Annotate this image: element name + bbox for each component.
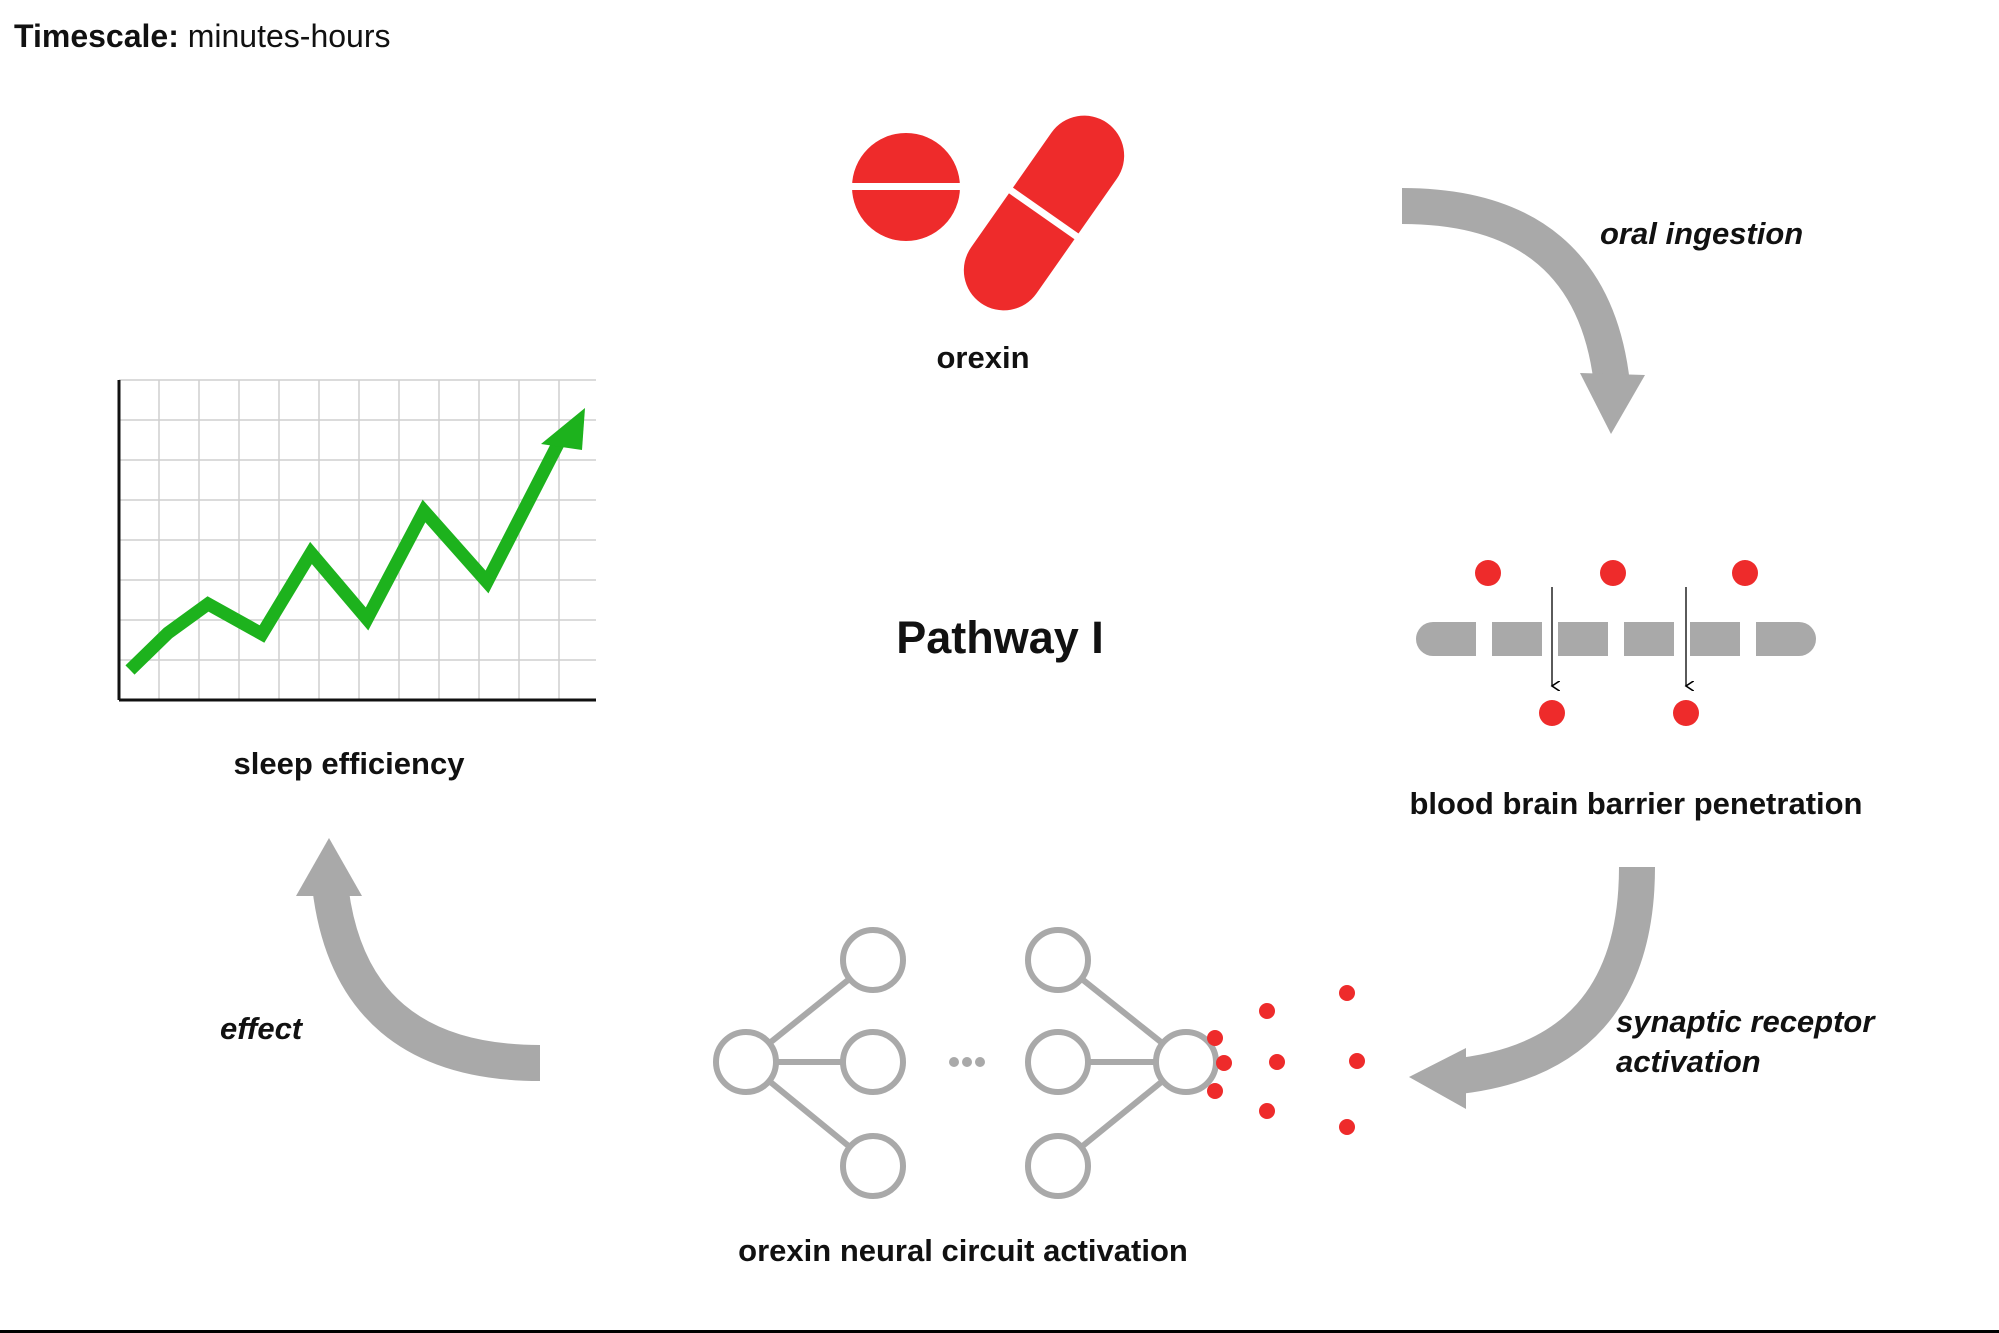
- effect-label: effect: [220, 1011, 303, 1046]
- bottom-divider: [0, 1330, 1999, 1333]
- timescale-header: Timescale: minutes-hours: [14, 18, 390, 55]
- effect-arrow-icon: [296, 838, 541, 1081]
- synaptic-receptor-label: synaptic receptor activation: [1616, 1002, 1874, 1082]
- capsule-icon: [963, 115, 1125, 311]
- synaptic-activation-arrow-icon: [1409, 866, 1655, 1109]
- pill-icon: [852, 133, 960, 241]
- timescale-label: Timescale:: [14, 18, 179, 54]
- bbb-label: blood brain barrier penetration: [1409, 786, 1863, 821]
- circuit-label: orexin neural circuit activation: [738, 1233, 1188, 1268]
- ellipsis-icon: [949, 1057, 985, 1067]
- neural-network-icon: [713, 927, 1219, 1199]
- oral-ingestion-arrow-icon: [1401, 188, 1645, 434]
- line-chart-icon: [117, 379, 596, 702]
- orexin-label: orexin: [936, 340, 1030, 375]
- pathway-title: Pathway I: [896, 612, 1104, 663]
- sleep-efficiency-label: sleep efficiency: [233, 746, 465, 781]
- synaptic-receptor-line1: synaptic receptor: [1616, 1004, 1875, 1039]
- timescale-value: minutes-hours: [187, 18, 391, 54]
- synaptic-receptor-line2: activation: [1616, 1044, 1761, 1079]
- oral-ingestion-label: oral ingestion: [1600, 216, 1804, 251]
- neurotransmitter-dots-icon: [1207, 985, 1365, 1135]
- blood-brain-barrier-icon: [1416, 560, 1816, 726]
